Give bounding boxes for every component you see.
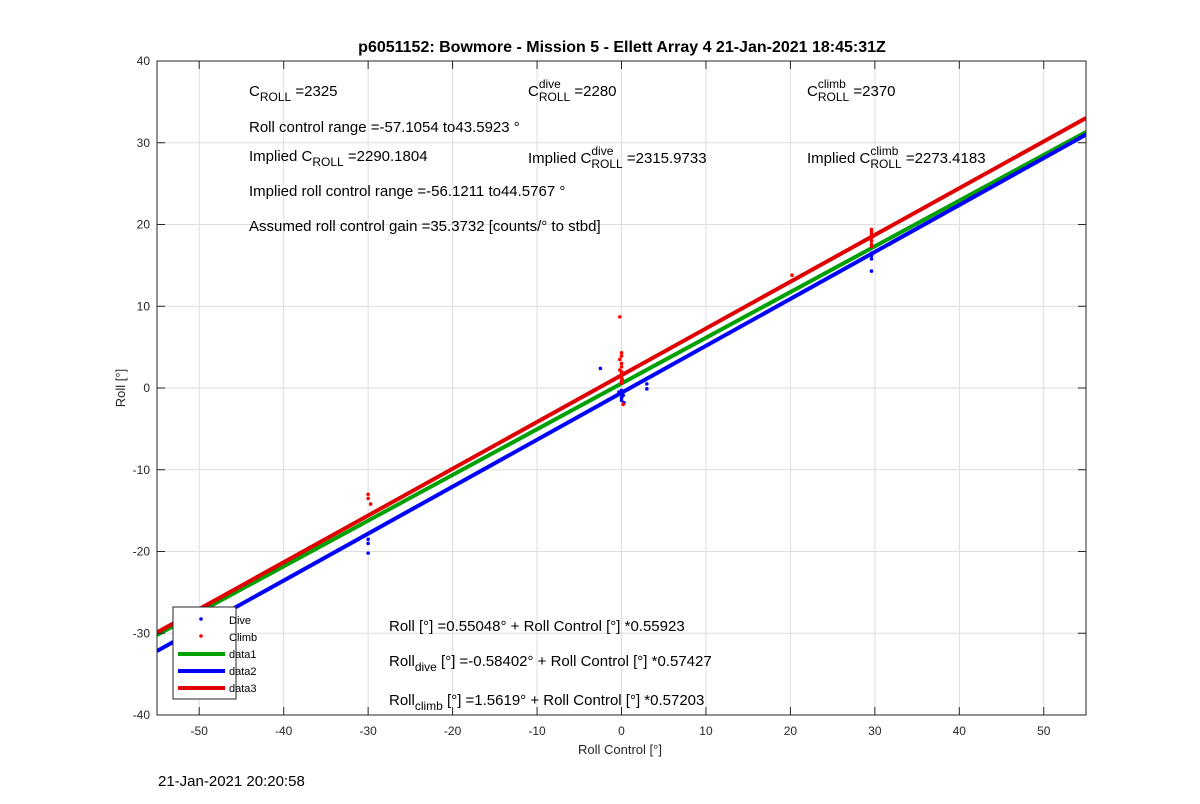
y-tick-label: -10 <box>133 463 151 477</box>
annotation-implied-c-roll-dive: Implied Cdive ROLL =2315.9733 <box>528 144 707 171</box>
x-tick-label: -20 <box>444 724 462 738</box>
y-tick-label: 0 <box>143 381 150 395</box>
x-tick-label: -30 <box>359 724 377 738</box>
annotation-roll-control-range: Roll control range =-57.1054 to43.5923 ° <box>249 119 520 136</box>
dive-point <box>620 394 625 398</box>
dive-point <box>645 387 649 391</box>
climb-point <box>619 364 624 369</box>
y-tick-label: -20 <box>133 545 151 559</box>
chart-title: p6051152: Bowmore - Mission 5 - Ellett A… <box>358 39 886 56</box>
climb-point <box>869 244 874 249</box>
x-tick-label: -10 <box>528 724 546 738</box>
climb-point <box>790 273 794 277</box>
dive-point <box>869 257 874 261</box>
series-layer <box>157 116 1086 653</box>
legend-marker-climb <box>199 634 203 638</box>
y-axis-label: Roll [°] <box>113 369 128 407</box>
footer-timestamp: 21-Jan-2021 20:20:58 <box>158 773 305 790</box>
x-tick-label: 30 <box>868 724 882 738</box>
climb-point <box>619 381 624 385</box>
dive-point <box>366 551 370 555</box>
climb-point <box>621 402 625 407</box>
climb-point <box>619 354 624 358</box>
y-tick-label: 40 <box>137 54 151 68</box>
dive-point <box>869 269 874 273</box>
legend-label-data3: data3 <box>229 683 257 695</box>
y-tick-label: 30 <box>137 136 151 150</box>
y-tick-label: -40 <box>133 708 151 722</box>
legend-label-dive: Dive <box>229 615 251 627</box>
climb-point <box>618 357 622 362</box>
annotation-c-roll-dive: Cdive ROLL =2280 <box>528 77 617 104</box>
annotation-fit-dive: Rolldive [°] =-0.58402° + Roll Control [… <box>389 653 712 674</box>
y-tick-label: -30 <box>133 626 151 640</box>
legend-label-data1: data1 <box>229 649 257 661</box>
x-tick-label: 0 <box>618 724 625 738</box>
climb-point <box>619 361 624 366</box>
dive-point <box>598 366 603 371</box>
annotation-implied-c-roll: Implied CROLL =2290.1804 <box>249 148 428 169</box>
climb-point <box>366 492 370 497</box>
x-tick-label: 50 <box>1037 724 1051 738</box>
axes: -50 -40 -30 -20 -10 0 10 20 30 40 50 -40 -30 -20 -10 0 1… <box>133 54 1087 738</box>
annotation-implied-roll-range: Implied roll control range =-56.1211 to4… <box>249 183 565 200</box>
climb-point <box>618 315 622 319</box>
x-tick-label: -40 <box>275 724 293 738</box>
dive-point <box>645 382 649 386</box>
x-axis-label: Roll Control [°] <box>578 742 662 757</box>
dive-point <box>366 537 370 542</box>
climb-point <box>869 232 874 237</box>
legend-label-climb: Climb <box>229 632 257 644</box>
legend: Dive Climb data1 data2 data3 <box>172 606 257 700</box>
annotation-c-roll: CROLL =2325 <box>249 83 338 104</box>
dive-point <box>366 541 370 546</box>
dive-point <box>619 398 624 403</box>
climb-point <box>619 351 624 355</box>
climb-point <box>869 235 874 240</box>
climb-point <box>368 502 373 506</box>
x-tick-label: 40 <box>953 724 967 738</box>
legend-label-data2: data2 <box>229 666 257 678</box>
annotation-c-roll-climb: Cclimb ROLL =2370 <box>807 77 896 104</box>
legend-marker-dive <box>199 617 203 621</box>
x-tick-label: 10 <box>699 724 713 738</box>
x-tick-label: 20 <box>784 724 798 738</box>
annotation-fit-climb: Rollclimb [°] =1.5619° + Roll Control [°… <box>389 692 704 713</box>
dive-point <box>869 251 874 255</box>
y-tick-label: 10 <box>137 299 151 313</box>
dive-point <box>619 388 624 393</box>
annotation-fit-all: Roll [°] =0.55048° + Roll Control [°] *0… <box>389 618 685 635</box>
climb-point <box>366 496 370 501</box>
y-tick-label: 20 <box>137 218 151 232</box>
annotation-assumed-gain: Assumed roll control gain =35.3732 [coun… <box>249 218 601 235</box>
annotations: CROLL =2325 Cdive ROLL =2280 Cclimb ROLL =23… <box>249 77 986 713</box>
x-tick-label: -50 <box>191 724 209 738</box>
annotation-implied-c-roll-climb: Implied Cclimb ROLL =2273.4183 <box>807 144 986 171</box>
climb-point <box>869 239 874 243</box>
